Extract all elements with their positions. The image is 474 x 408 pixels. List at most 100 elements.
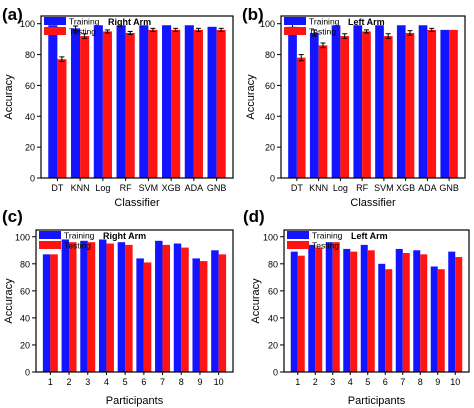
panel-label: (a)	[2, 5, 23, 24]
bar-testing	[383, 36, 393, 178]
panel-label: (d)	[243, 207, 265, 226]
bar-training	[440, 29, 450, 179]
chart-title: Left Arm	[348, 17, 385, 27]
bar-training	[93, 25, 103, 179]
plot-frame	[280, 15, 466, 179]
bar-testing	[455, 257, 463, 372]
x-tick-label: 10	[214, 377, 224, 387]
bar-testing	[193, 29, 203, 179]
x-tick-label: 1	[295, 377, 300, 387]
x-tick-label: KNN	[309, 183, 328, 193]
x-tick-label: XGB	[396, 183, 415, 193]
x-tick-label: 2	[313, 377, 318, 387]
legend-label: Testing	[64, 241, 91, 251]
y-tick-label: 20	[268, 340, 278, 350]
x-tick-label: RF	[120, 183, 132, 193]
x-tick-label: 5	[123, 377, 128, 387]
bar-testing	[50, 254, 58, 372]
bar-testing	[340, 36, 350, 178]
x-tick-label: 6	[383, 377, 388, 387]
y-tick-label: 40	[20, 313, 30, 323]
y-tick-label: 60	[265, 81, 275, 91]
y-tick-label: 100	[260, 19, 275, 29]
bar-training	[413, 250, 421, 372]
bar-training	[98, 239, 107, 372]
legend-swatch-training	[284, 17, 306, 25]
chart-panel-3: (c) 0 20 40 60 80 100 1 2 3 4 5 6 7 8 9 10 Accuracy Partic…	[2, 207, 234, 407]
bar-testing	[69, 242, 77, 372]
bar-training	[71, 28, 81, 178]
bar-training	[207, 26, 217, 178]
x-tick-label: 3	[330, 377, 335, 387]
bar-testing	[297, 255, 305, 372]
bar-testing	[148, 29, 158, 179]
x-tick-label: 10	[450, 377, 460, 387]
y-tick-label: 0	[30, 174, 35, 184]
legend-swatch-testing	[44, 27, 66, 35]
legend-swatch-training	[39, 231, 61, 239]
x-tick-label: Log	[95, 183, 110, 193]
y-tick-label: 60	[268, 286, 278, 296]
bar-testing	[332, 242, 340, 372]
y-tick-label: 40	[265, 112, 275, 122]
x-tick-label: 9	[197, 377, 202, 387]
x-axis-label: Participants	[348, 395, 406, 407]
x-tick-label: 2	[67, 377, 72, 387]
legend-swatch-training	[44, 17, 66, 25]
bar-testing	[449, 29, 458, 179]
legend-swatch-training	[287, 231, 309, 239]
bar-training	[331, 25, 341, 179]
bar-testing	[171, 29, 181, 179]
bar-testing	[318, 45, 328, 178]
x-tick-label: KNN	[71, 183, 90, 193]
bar-testing	[402, 252, 410, 372]
x-tick-label: 8	[418, 377, 423, 387]
bar-training	[184, 25, 194, 179]
bar-training	[353, 25, 363, 179]
chart-title: Right Arm	[108, 17, 151, 27]
bar-training	[448, 251, 456, 372]
bar-testing	[216, 29, 226, 179]
bar-training	[42, 254, 51, 372]
legend-swatch-testing	[284, 27, 306, 35]
plot-frame	[283, 229, 470, 373]
x-tick-label: SVM	[374, 183, 394, 193]
x-tick-label: 9	[435, 377, 440, 387]
y-axis-label: Accuracy	[3, 278, 15, 324]
chart-panel-2: (b) 0 20 40 60 80 100 DT KNN Log RF SVM XGB ADA GNB Acc…	[242, 5, 466, 209]
bar-training	[418, 25, 428, 179]
x-tick-label: 8	[179, 377, 184, 387]
legend-label: Training	[312, 231, 343, 241]
x-tick-label: GNB	[207, 183, 227, 193]
bar-training	[288, 26, 297, 178]
x-tick-label: 5	[365, 377, 370, 387]
x-tick-label: 1	[48, 377, 53, 387]
bar-testing	[181, 247, 189, 372]
y-tick-label: 60	[20, 286, 30, 296]
bar-testing	[57, 59, 67, 179]
chart-title: Left Arm	[351, 231, 388, 241]
bar-testing	[296, 57, 306, 178]
y-tick-label: 80	[25, 50, 35, 60]
y-tick-label: 80	[268, 259, 278, 269]
bar-testing	[87, 242, 96, 372]
x-tick-label: 7	[160, 377, 165, 387]
bar-testing	[162, 244, 171, 372]
bar-testing	[437, 269, 445, 372]
x-tick-label: 4	[348, 377, 353, 387]
x-tick-label: XGB	[162, 183, 181, 193]
y-axis-label: Accuracy	[250, 278, 262, 324]
x-tick-label: 6	[141, 377, 146, 387]
bar-testing	[125, 244, 133, 372]
bar-training	[378, 263, 386, 372]
chart-title: Right Arm	[103, 231, 146, 241]
y-axis-label: Accuracy	[3, 74, 15, 120]
legend-label: Testing	[312, 241, 339, 251]
bar-training	[430, 266, 438, 372]
bar-training	[61, 239, 70, 372]
x-tick-label: ADA	[185, 183, 204, 193]
x-axis-label: Classifier	[350, 197, 396, 209]
bar-testing	[125, 32, 135, 178]
bar-training	[117, 242, 126, 372]
chart-panel-1: (a) 0 20 40 60 80 100 DT KNN Log RF SVM XGB ADA GNB Acc…	[2, 5, 234, 209]
